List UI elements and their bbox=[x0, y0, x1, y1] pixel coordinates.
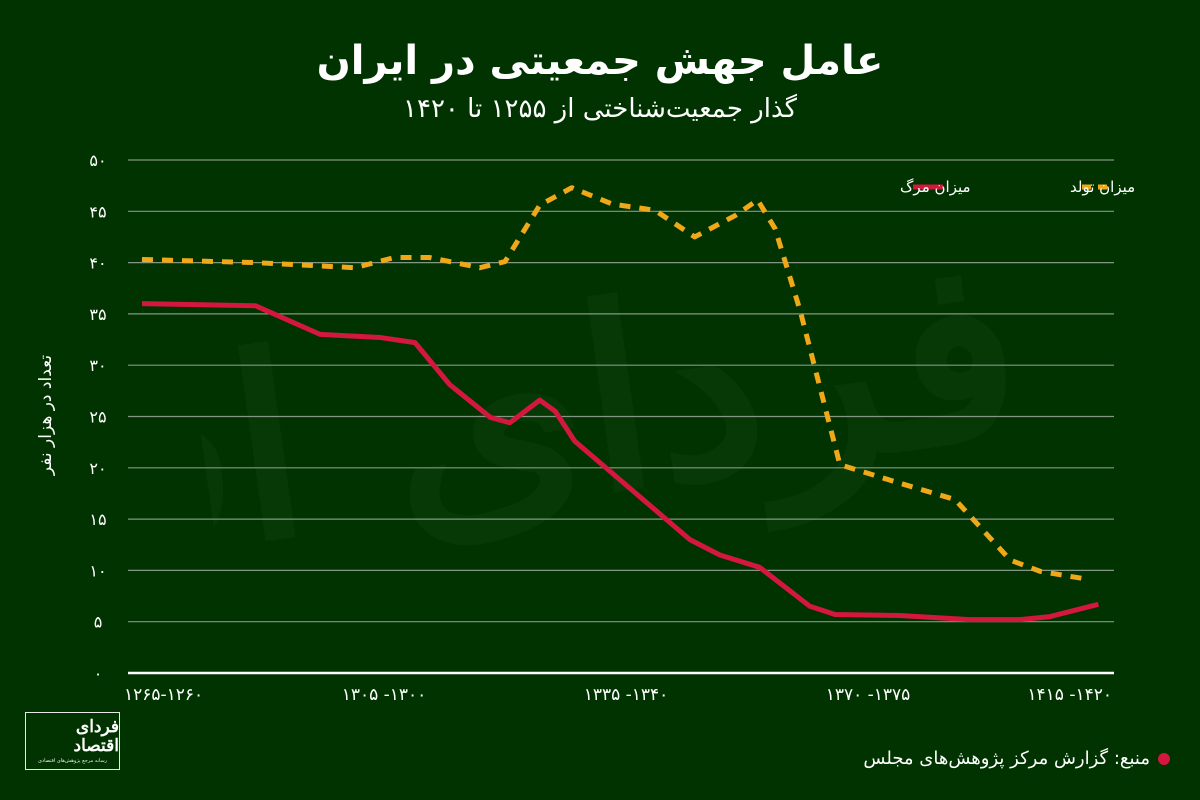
y-tick-label: ۴۰ bbox=[89, 254, 106, 273]
x-tick-label: ۱۳۷۰ -۱۳۷۵ bbox=[826, 685, 911, 705]
y-tick-label: ۱۰ bbox=[89, 561, 106, 580]
logo-name: فردای اقتصاد bbox=[73, 717, 119, 756]
y-tick-label: ۵ bbox=[94, 613, 103, 632]
chart-subtitle: گذار جمعیت‌شناختی از ۱۲۵۵ تا ۱۴۲۰ bbox=[403, 94, 797, 124]
gridlines bbox=[128, 159, 1114, 623]
x-tick-label: ۱۴۱۵ -۱۴۲۰ bbox=[1027, 685, 1112, 705]
series-lines bbox=[141, 185, 1100, 623]
x-tick-label: ۱۳۳۵ -۱۳۴۰ bbox=[584, 685, 669, 705]
y-axis-ticks: ۰ ۵ ۱۰ ۱۵ ۲۰ ۲۵ ۳۰ ۳۵ ۴۰ ۴۵ ۵۰ bbox=[89, 151, 106, 683]
y-tick-label: ۳۵ bbox=[89, 305, 106, 324]
y-tick-label: ۵۰ bbox=[89, 151, 106, 170]
x-tick-label: ۱۲۶۵-۱۲۶۰ bbox=[124, 685, 203, 705]
logo-tagline: رسانه مرجع پژوهش‌های اقتصادی bbox=[37, 757, 108, 764]
birth-rate-line bbox=[141, 185, 1091, 583]
death-rate-line bbox=[141, 301, 1100, 623]
source-text: منبع: گزارش مرکز پژوهش‌های مجلس bbox=[863, 748, 1150, 769]
chart-title: عامل جهش جمعیتی در ایران bbox=[316, 38, 884, 84]
source-note: منبع: گزارش مرکز پژوهش‌های مجلس bbox=[863, 748, 1170, 769]
x-axis-ticks: ۱۲۶۵-۱۲۶۰ ۱۳۰۵ -۱۳۰۰ ۱۳۳۵ -۱۳۴۰ ۱۳۷۰ -۱۳۷۵ ۱… bbox=[124, 685, 1112, 705]
brand-logo: فردای اقتصاد رسانه مرجع پژوهش‌های اقتصاد… bbox=[25, 712, 120, 770]
legend: میزان تولد میزان مرگ bbox=[900, 178, 1135, 196]
bullet-dot-icon bbox=[1158, 752, 1170, 765]
y-tick-label: ۲۵ bbox=[89, 408, 106, 427]
legend-death-label: میزان مرگ bbox=[900, 178, 971, 196]
legend-birth-label: میزان تولد bbox=[1070, 178, 1135, 196]
y-tick-label: ۳۰ bbox=[89, 356, 106, 375]
y-tick-label: ۰ bbox=[94, 664, 103, 683]
y-tick-label: ۲۰ bbox=[89, 459, 106, 478]
y-tick-label: ۱۵ bbox=[89, 510, 106, 529]
y-tick-label: ۴۵ bbox=[89, 202, 106, 221]
x-tick-label: ۱۳۰۵ -۱۳۰۰ bbox=[342, 685, 427, 705]
